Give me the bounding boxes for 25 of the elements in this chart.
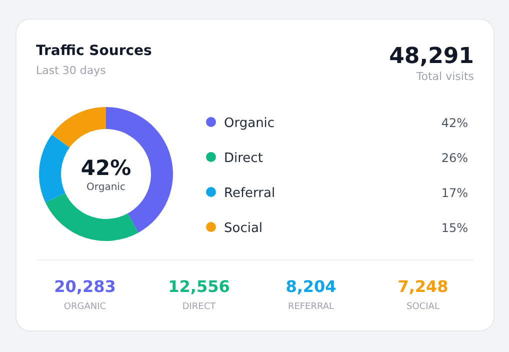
text: 12,556 [168, 277, 230, 296]
text: 20,283 [54, 277, 116, 296]
text: 7,248 [398, 277, 448, 296]
text: Total visits [415, 70, 474, 83]
data-label: 17% [441, 186, 468, 200]
chart-subtitle: Last 30 days [36, 64, 106, 77]
text: REFERRAL [288, 302, 334, 312]
text: ORGANIC [64, 302, 106, 312]
data-label: 42% [80, 156, 132, 180]
chart-title: Traffic Sources [36, 43, 152, 59]
data-label: 26% [441, 151, 468, 165]
text: DIRECT [182, 302, 216, 312]
donut-slice [45, 193, 138, 241]
legend-label: Organic [224, 116, 275, 131]
donut-slice [52, 107, 106, 148]
text: 42% [441, 116, 468, 130]
donut-slice [39, 134, 70, 203]
data-label: 15% [441, 221, 468, 235]
text: 8,204 [286, 277, 336, 296]
legend-label: Direct [224, 151, 263, 166]
legend-label: Referral [224, 186, 276, 201]
text: 48,291 [389, 44, 474, 69]
text: SOCIAL [406, 302, 440, 312]
slice-label: Organic [86, 182, 126, 193]
legend-label: Social [224, 221, 263, 236]
